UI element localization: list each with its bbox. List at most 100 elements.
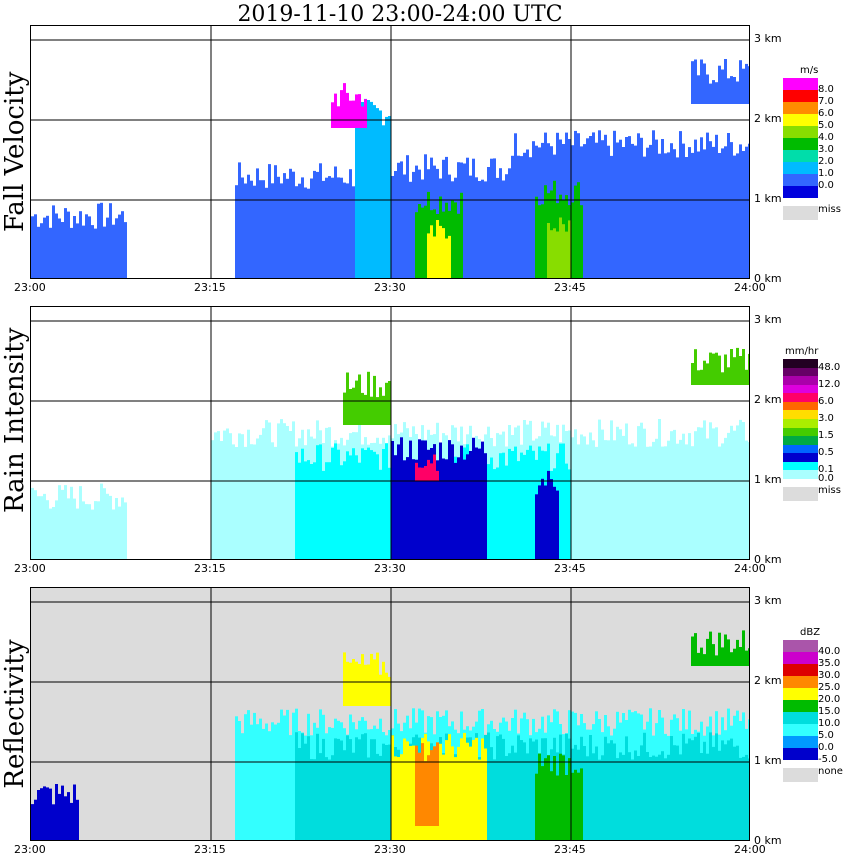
echo-cell: [358, 374, 361, 425]
echo-cell: [49, 508, 52, 559]
echo-cell: [733, 357, 736, 385]
echo-cell: [508, 448, 511, 559]
echo-cell: [352, 186, 355, 278]
echo-cell: [727, 367, 730, 385]
echo-cell: [664, 758, 667, 840]
echo-cell: [679, 754, 682, 840]
x-tick-label: 24:00: [734, 843, 766, 856]
echo-cell: [307, 188, 310, 278]
echo-cell: [499, 734, 502, 840]
colorbar-label: 6.0: [818, 108, 834, 119]
echo-cell: [709, 631, 712, 666]
echo-cell: [241, 434, 244, 559]
echo-cell: [499, 453, 502, 559]
echo-cell: [727, 78, 730, 104]
echo-cell: [721, 443, 724, 559]
echo-cell: [724, 59, 727, 104]
echo-cell: [652, 755, 655, 840]
echo-cell: [712, 428, 715, 559]
echo-cell: [253, 712, 256, 840]
echo-cell: [112, 224, 115, 278]
echo-cell: [721, 372, 724, 385]
echo-cell: [397, 757, 400, 840]
x-tick-label: 23:00: [14, 562, 46, 575]
echo-cell: [310, 464, 313, 559]
echo-cell: [364, 99, 367, 128]
echo-cell: [424, 205, 427, 278]
echo-cell: [244, 714, 247, 840]
echo-cell: [712, 353, 715, 385]
echo-region-9: [691, 59, 749, 104]
echo-cell: [595, 142, 598, 278]
echo-cell: [592, 132, 595, 278]
echo-cell: [253, 444, 256, 559]
echo-cell: [697, 370, 700, 385]
echo-cell: [271, 442, 274, 559]
echo-cell: [475, 737, 478, 840]
echo-cell: [529, 445, 532, 559]
echo-cell: [328, 462, 331, 559]
echo-cell: [307, 736, 310, 840]
echo-cell: [445, 238, 448, 278]
echo-cell: [574, 185, 577, 278]
echo-cell: [418, 204, 421, 278]
echo-cell: [364, 394, 367, 425]
echo-cell: [271, 722, 274, 840]
echo-cell: [67, 498, 70, 559]
echo-cell: [421, 467, 424, 481]
echo-cell: [343, 392, 346, 425]
echo-cell: [721, 647, 724, 666]
echo-cell: [607, 440, 610, 559]
echo-cell: [235, 185, 238, 278]
echo-cell: [637, 756, 640, 840]
y-tick-label: 1 km: [754, 754, 782, 767]
echo-cell: [394, 455, 397, 559]
echo-cell: [724, 437, 727, 559]
echo-cell: [415, 212, 418, 278]
echo-cell: [526, 753, 529, 840]
echo-cell: [52, 804, 55, 840]
echo-cell: [433, 746, 436, 826]
echo-cell: [511, 745, 514, 840]
echo-cell: [478, 181, 481, 278]
echo-cell: [388, 744, 391, 840]
plot-area-1: [30, 306, 750, 560]
echo-cell: [250, 180, 253, 278]
echo-cell: [571, 772, 574, 840]
echo-cell: [370, 739, 373, 840]
echo-cell: [721, 69, 724, 104]
echo-cell: [106, 217, 109, 278]
colorbar-swatch: [783, 700, 818, 712]
echo-cell: [529, 157, 532, 278]
echo-cell: [484, 748, 487, 840]
echo-cell: [745, 369, 748, 385]
echo-cell: [229, 433, 232, 559]
echo-cell: [55, 213, 58, 278]
y-tick-label: 0 km: [754, 553, 782, 566]
echo-cell: [619, 429, 622, 559]
echo-cell: [454, 757, 457, 840]
echo-cell: [400, 754, 403, 840]
echo-cell: [79, 211, 82, 278]
echo-cell: [517, 735, 520, 840]
echo-cell: [616, 426, 619, 559]
echo-cell: [748, 648, 749, 666]
echo-cell: [85, 504, 88, 559]
echo-cell: [421, 743, 424, 826]
echo-cell: [64, 485, 67, 559]
echo-cell: [391, 441, 394, 559]
echo-cell: [280, 709, 283, 840]
echo-cell: [304, 743, 307, 840]
echo-cell: [364, 98, 367, 278]
echo-cell: [283, 173, 286, 278]
echo-cell: [118, 506, 121, 559]
echo-cell: [631, 443, 634, 559]
echo-cell: [277, 176, 280, 278]
echo-cell: [577, 182, 580, 278]
colorbar-swatch: [783, 461, 818, 471]
echo-cell: [733, 648, 736, 666]
echo-cell: [739, 757, 742, 840]
echo-region-5: [427, 220, 451, 278]
echo-cell: [325, 177, 328, 278]
colorbar-swatch: [783, 470, 818, 479]
